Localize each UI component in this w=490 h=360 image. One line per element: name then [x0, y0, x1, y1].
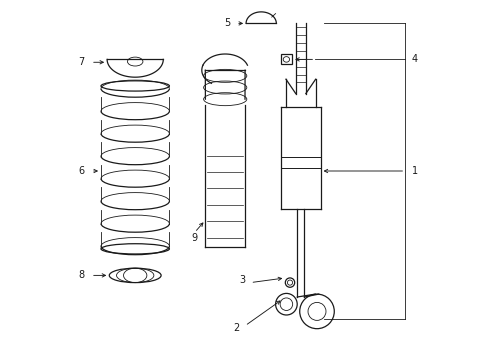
Text: 6: 6 [79, 166, 85, 176]
Text: 3: 3 [239, 275, 245, 285]
Text: 8: 8 [79, 270, 85, 280]
Text: 5: 5 [224, 18, 231, 28]
Text: 9: 9 [192, 233, 197, 243]
Text: 4: 4 [412, 54, 418, 64]
Text: 7: 7 [78, 57, 85, 67]
Text: 1: 1 [412, 166, 418, 176]
Bar [281, 54, 292, 64]
Text: 2: 2 [233, 323, 240, 333]
